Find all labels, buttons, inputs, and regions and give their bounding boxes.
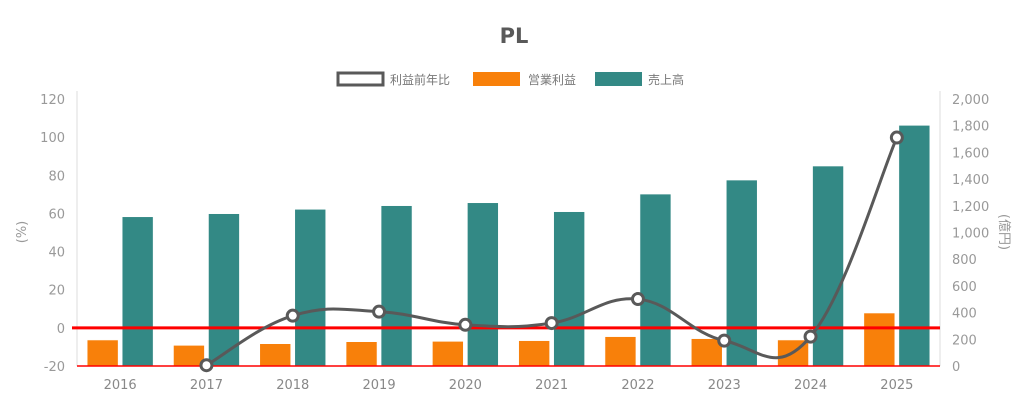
x-axis-tick: 2021 xyxy=(535,378,568,393)
left-axis-tick: 80 xyxy=(48,169,65,184)
bar-operating-profit xyxy=(345,341,378,367)
x-axis-tick: 2019 xyxy=(363,378,396,393)
bar-operating-profit xyxy=(86,339,119,367)
right-axis-label: (億円) xyxy=(996,214,1012,250)
chart-title: PL xyxy=(500,24,529,48)
x-axis-tick: 2020 xyxy=(449,378,482,393)
x-axis-tick: 2022 xyxy=(621,378,654,393)
legend-swatch-operating-profit xyxy=(473,72,520,86)
left-axis-tick: 120 xyxy=(40,93,65,108)
point-profit-yoy xyxy=(717,333,732,348)
point-profit-yoy xyxy=(199,358,214,373)
plot-area: -20 0 20 40 60 80 100 120 0 200 400 600 800 1,000 1,20… xyxy=(40,91,989,393)
legend-swatch-line xyxy=(336,71,385,87)
point-profit-yoy xyxy=(803,329,818,344)
right-axis-tick: 1,200 xyxy=(952,200,989,215)
right-axis-tick: 1,600 xyxy=(952,146,989,161)
bar-sales xyxy=(812,165,844,367)
bar-sales xyxy=(639,193,672,367)
right-axis-tick: 1,400 xyxy=(952,173,989,188)
x-axis-tick: 2023 xyxy=(708,378,741,393)
left-axis-label: (%) xyxy=(15,221,30,244)
legend-swatch-sales xyxy=(595,72,642,86)
bar-sales xyxy=(553,211,585,367)
bar-sales xyxy=(121,216,154,367)
legend: 利益前年比 営業利益 売上高 xyxy=(336,71,684,87)
right-axis-tick: 400 xyxy=(952,307,977,322)
x-axis-tick: 2016 xyxy=(104,378,137,393)
bar-sales xyxy=(725,179,758,367)
right-axis-tick: 1,000 xyxy=(952,227,989,242)
point-profit-yoy xyxy=(458,317,473,332)
right-axis-tick: 2,000 xyxy=(952,93,989,108)
left-axis-tick: 20 xyxy=(48,284,65,299)
bar-operating-profit xyxy=(604,336,637,367)
left-axis-tick: 40 xyxy=(48,246,65,261)
bar-sales xyxy=(208,213,240,367)
bar-sales xyxy=(294,208,327,367)
legend-label-profit-yoy[interactable]: 利益前年比 xyxy=(390,72,450,87)
bar-sales xyxy=(467,202,499,367)
right-axis-tick: 600 xyxy=(952,280,977,295)
right-axis-tick: 0 xyxy=(952,360,960,375)
x-axis-tick: 2025 xyxy=(880,378,913,393)
legend-label-operating-profit[interactable]: 営業利益 xyxy=(528,73,576,87)
bar-operating-profit xyxy=(432,341,464,367)
right-axis-tick: 800 xyxy=(952,253,977,268)
x-axis-tick: 2018 xyxy=(276,378,309,393)
point-profit-yoy xyxy=(889,130,904,145)
bar-operating-profit xyxy=(863,312,896,367)
point-profit-yoy xyxy=(372,304,387,319)
point-profit-yoy xyxy=(544,316,559,331)
right-axis-tick: 1,800 xyxy=(952,120,989,135)
bar-sales xyxy=(898,124,931,367)
left-axis-tick: 60 xyxy=(48,207,65,222)
point-profit-yoy xyxy=(285,308,300,323)
x-axis-tick: 2024 xyxy=(794,378,827,393)
left-axis-tick: -20 xyxy=(44,360,65,375)
point-profit-yoy xyxy=(630,292,645,307)
bar-operating-profit xyxy=(690,338,723,367)
legend-label-sales[interactable]: 売上高 xyxy=(648,72,684,87)
left-axis-tick: 100 xyxy=(40,131,65,146)
bar-operating-profit xyxy=(173,345,205,367)
left-axis-tick: 0 xyxy=(57,322,65,337)
bar-operating-profit xyxy=(518,340,550,367)
x-axis-tick: 2017 xyxy=(190,378,223,393)
bar-operating-profit xyxy=(259,343,292,367)
right-axis-tick: 200 xyxy=(952,333,977,348)
bar-sales xyxy=(380,205,413,367)
